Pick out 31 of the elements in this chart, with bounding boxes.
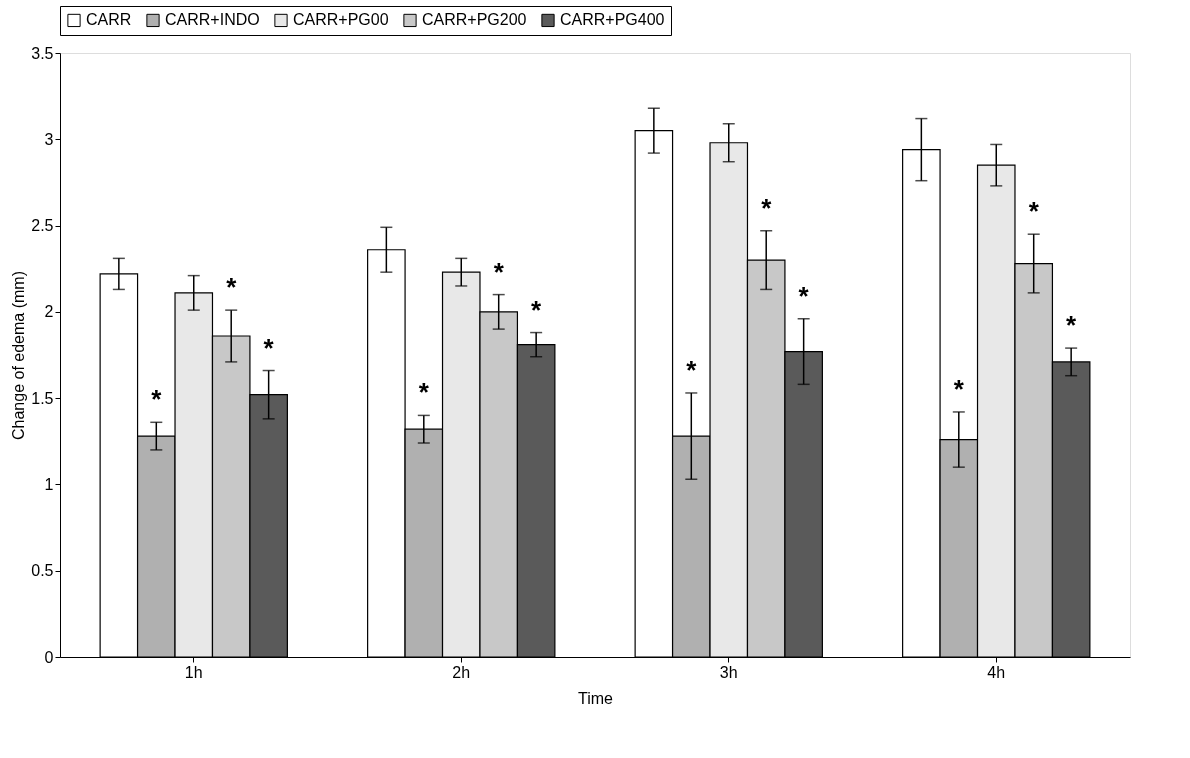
data-label: *	[953, 373, 965, 404]
data-label: *	[226, 272, 238, 303]
data-label: *	[151, 384, 163, 415]
legend-label: CARR+PG200	[422, 11, 527, 29]
data-label: *	[531, 294, 543, 325]
data-label: *	[761, 192, 773, 223]
x-axis-title: Time	[578, 689, 614, 707]
data-label: *	[1066, 310, 1078, 341]
y-tick-label: 2.5	[31, 217, 54, 235]
legend-label: CARR+PG400	[560, 11, 665, 29]
data-label: *	[798, 280, 810, 311]
y-tick-label: 2	[44, 303, 54, 321]
data-label: *	[493, 256, 505, 287]
data-label: *	[686, 354, 698, 385]
data-label: *	[1028, 196, 1040, 227]
x-tick-label: 2h	[452, 663, 471, 681]
legend-label: CARR	[86, 11, 132, 29]
data-label: *	[263, 332, 275, 363]
data-label: *	[418, 377, 430, 408]
x-tick-label: 1h	[184, 663, 203, 681]
legend-label: CARR+PG00	[293, 11, 389, 29]
y-tick-label: 0.5	[31, 562, 54, 580]
legend-label: CARR+INDO	[165, 11, 260, 29]
y-tick-label: 3	[44, 130, 54, 148]
y-tick-label: 0	[44, 648, 54, 666]
y-tick-label: 3.5	[31, 44, 54, 62]
x-tick-label: 4h	[987, 663, 1006, 681]
x-tick-label: 3h	[719, 663, 738, 681]
y-tick-label: 1	[44, 475, 54, 493]
y-tick-label: 1.5	[31, 389, 54, 407]
y-axis-title: Change of edema (mm)	[10, 271, 28, 440]
